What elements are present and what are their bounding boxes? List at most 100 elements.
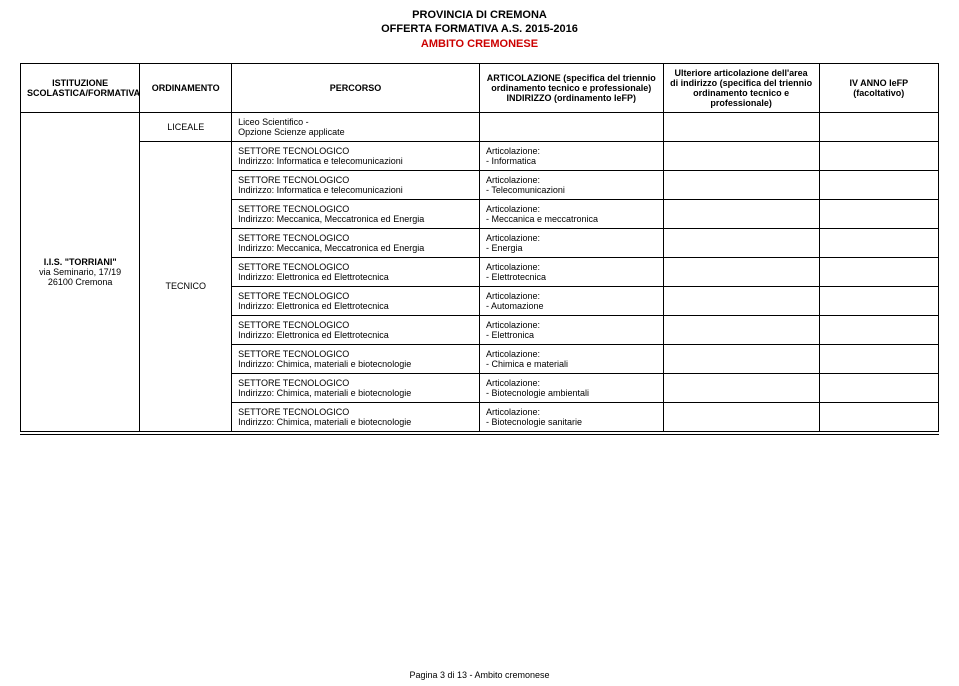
art-l1: Articolazione: [486,262,657,272]
col-ordinamento: ORDINAMENTO [140,63,232,112]
percorso-cell: SETTORE TECNOLOGICO Indirizzo: Elettroni… [232,286,480,315]
offer-table: ISTITUZIONE SCOLASTICA/FORMATIVA ORDINAM… [20,63,939,432]
header-line3: AMBITO CREMONESE [20,37,939,51]
ult-cell [663,344,819,373]
art-l2: - Chimica e materiali [486,359,657,369]
art-cell: Articolazione: - Energia [479,228,663,257]
art-l2: - Elettronica [486,330,657,340]
art-l1: Articolazione: [486,204,657,214]
page-footer: Pagina 3 di 13 - Ambito cremonese [0,670,959,680]
table-row: I.I.S. "TORRIANI" via Seminario, 17/19 2… [21,112,939,141]
percorso-l2: Indirizzo: Chimica, materiali e biotecno… [238,417,473,427]
iv-cell [819,228,938,257]
table-row: TECNICO SETTORE TECNOLOGICO Indirizzo: I… [21,141,939,170]
percorso-l2: Indirizzo: Chimica, materiali e biotecno… [238,359,473,369]
iv-cell [819,112,938,141]
art-l1: Articolazione: [486,146,657,156]
ult-cell [663,286,819,315]
document-header: PROVINCIA DI CREMONA OFFERTA FORMATIVA A… [20,8,939,51]
art-cell: Articolazione: - Elettrotecnica [479,257,663,286]
art-l1: Articolazione: [486,175,657,185]
art-cell: Articolazione: - Meccanica e meccatronic… [479,199,663,228]
percorso-l1: Liceo Scientifico - [238,117,473,127]
art-l2: - Energia [486,243,657,253]
percorso-cell: SETTORE TECNOLOGICO Indirizzo: Elettroni… [232,315,480,344]
iv-cell [819,373,938,402]
header-line2: OFFERTA FORMATIVA A.S. 2015-2016 [20,22,939,36]
art-cell: Articolazione: - Biotecnologie sanitarie [479,402,663,431]
art-l1: Articolazione: [486,233,657,243]
ult-cell [663,199,819,228]
header-line1: PROVINCIA DI CREMONA [20,8,939,22]
col-istituzione: ISTITUZIONE SCOLASTICA/FORMATIVA [21,63,140,112]
art-l1: Articolazione: [486,407,657,417]
percorso-cell: SETTORE TECNOLOGICO Indirizzo: Chimica, … [232,373,480,402]
ult-cell [663,170,819,199]
ult-cell [663,257,819,286]
percorso-cell: SETTORE TECNOLOGICO Indirizzo: Informati… [232,170,480,199]
art-l2: - Biotecnologie ambientali [486,388,657,398]
art-l1: Articolazione: [486,320,657,330]
art-l2: - Informatica [486,156,657,166]
percorso-l1: SETTORE TECNOLOGICO [238,262,473,272]
art-l2: - Elettrotecnica [486,272,657,282]
percorso-l2: Indirizzo: Informatica e telecomunicazio… [238,185,473,195]
art-cell: Articolazione: - Chimica e materiali [479,344,663,373]
percorso-cell: SETTORE TECNOLOGICO Indirizzo: Meccanica… [232,228,480,257]
percorso-cell: SETTORE TECNOLOGICO Indirizzo: Informati… [232,141,480,170]
iv-cell [819,257,938,286]
art-l2: - Telecomunicazioni [486,185,657,195]
percorso-cell: SETTORE TECNOLOGICO Indirizzo: Meccanica… [232,199,480,228]
art-l2: - Automazione [486,301,657,311]
percorso-l1: SETTORE TECNOLOGICO [238,320,473,330]
col-articolazione: ARTICOLAZIONE (specifica del triennio or… [479,63,663,112]
ult-cell [663,373,819,402]
col-percorso: PERCORSO [232,63,480,112]
art-cell [479,112,663,141]
ult-cell [663,228,819,257]
iv-cell [819,344,938,373]
art-cell: Articolazione: - Automazione [479,286,663,315]
percorso-l1: SETTORE TECNOLOGICO [238,349,473,359]
ordinamento-liceale: LICEALE [140,112,232,141]
institution-name: I.I.S. "TORRIANI" [27,257,133,267]
percorso-cell: SETTORE TECNOLOGICO Indirizzo: Chimica, … [232,402,480,431]
ordinamento-tecnico: TECNICO [140,141,232,431]
percorso-l1: SETTORE TECNOLOGICO [238,407,473,417]
art-l1: Articolazione: [486,349,657,359]
percorso-cell: Liceo Scientifico - Opzione Scienze appl… [232,112,480,141]
percorso-l2: Indirizzo: Meccanica, Meccatronica ed En… [238,243,473,253]
ult-cell [663,315,819,344]
percorso-l1: SETTORE TECNOLOGICO [238,378,473,388]
col-ulteriore: Ulteriore articolazione dell'area di ind… [663,63,819,112]
percorso-l1: SETTORE TECNOLOGICO [238,146,473,156]
percorso-l2: Opzione Scienze applicate [238,127,473,137]
iv-cell [819,315,938,344]
percorso-l2: Indirizzo: Meccanica, Meccatronica ed En… [238,214,473,224]
art-cell: Articolazione: - Biotecnologie ambiental… [479,373,663,402]
percorso-l1: SETTORE TECNOLOGICO [238,291,473,301]
art-cell: Articolazione: - Informatica [479,141,663,170]
percorso-l1: SETTORE TECNOLOGICO [238,233,473,243]
art-l1: Articolazione: [486,378,657,388]
art-l2: - Biotecnologie sanitarie [486,417,657,427]
percorso-cell: SETTORE TECNOLOGICO Indirizzo: Elettroni… [232,257,480,286]
art-l1: Articolazione: [486,291,657,301]
art-cell: Articolazione: - Elettronica [479,315,663,344]
col-ivanno: IV ANNO IeFP (facoltativo) [819,63,938,112]
bottom-separator [20,434,939,435]
table-header-row: ISTITUZIONE SCOLASTICA/FORMATIVA ORDINAM… [21,63,939,112]
art-l2: - Meccanica e meccatronica [486,214,657,224]
institution-addr1: via Seminario, 17/19 [27,267,133,277]
iv-cell [819,170,938,199]
ult-cell [663,141,819,170]
percorso-l2: Indirizzo: Chimica, materiali e biotecno… [238,388,473,398]
art-cell: Articolazione: - Telecomunicazioni [479,170,663,199]
percorso-l2: Indirizzo: Elettronica ed Elettrotecnica [238,330,473,340]
institution-addr2: 26100 Cremona [27,277,133,287]
ult-cell [663,112,819,141]
iv-cell [819,141,938,170]
institution-cell: I.I.S. "TORRIANI" via Seminario, 17/19 2… [21,112,140,431]
percorso-l1: SETTORE TECNOLOGICO [238,175,473,185]
ult-cell [663,402,819,431]
